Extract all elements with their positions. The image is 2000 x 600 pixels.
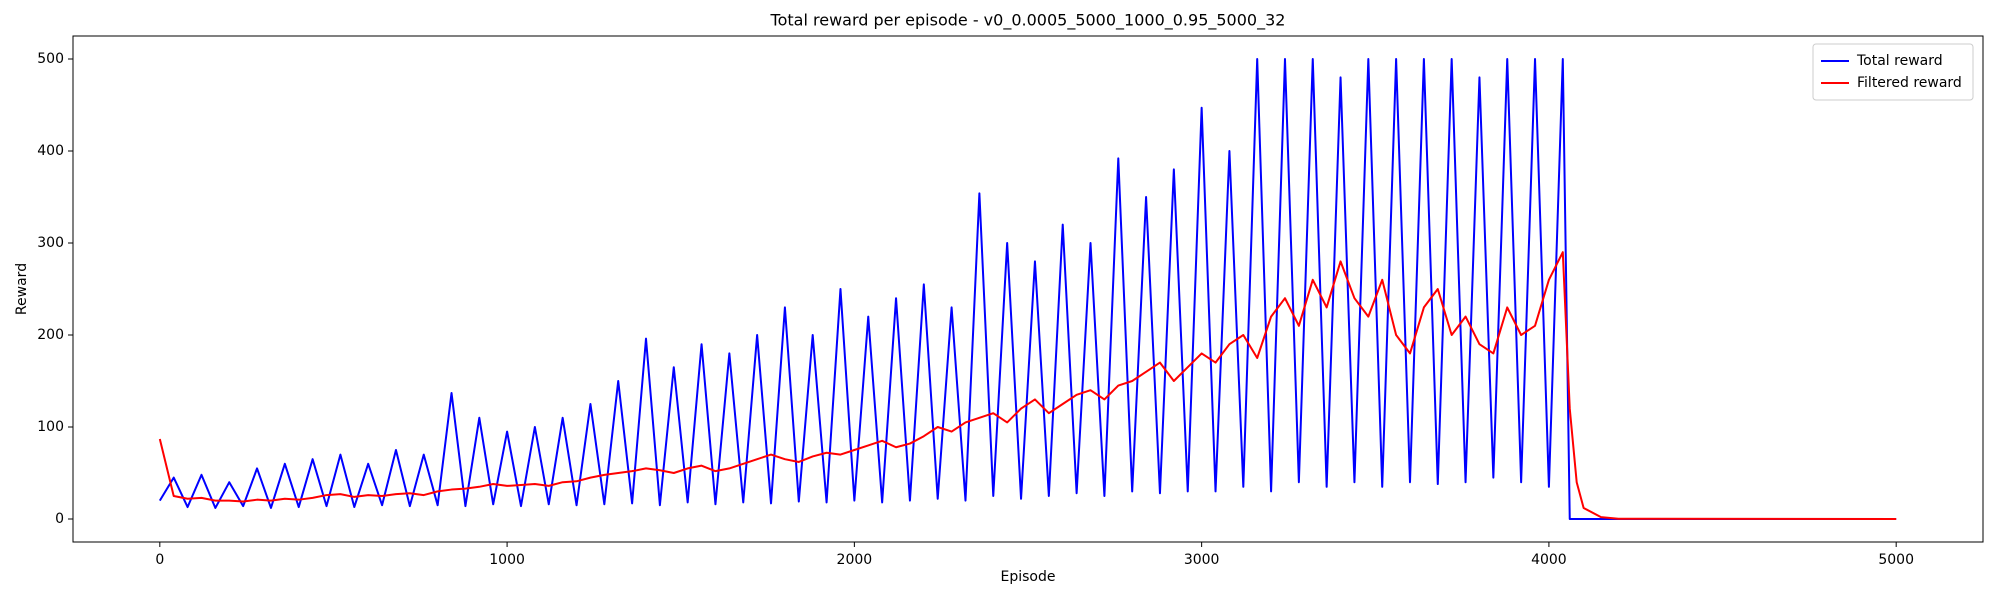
x-tick-label: 5000 bbox=[1878, 552, 1914, 568]
x-tick-label: 4000 bbox=[1531, 552, 1567, 568]
legend-box bbox=[1812, 43, 1974, 101]
series-line bbox=[158, 251, 1897, 520]
legend: Total reward Filtered reward bbox=[1812, 43, 1974, 101]
series-line bbox=[158, 58, 1897, 520]
legend-label: Filtered reward bbox=[1857, 75, 1962, 91]
legend-label: Total reward bbox=[1856, 53, 1943, 69]
y-tick-label: 100 bbox=[37, 419, 64, 435]
plot-frame bbox=[72, 35, 1984, 543]
y-tick-label: 400 bbox=[37, 143, 64, 159]
x-tick-label: 1000 bbox=[489, 552, 525, 568]
chart-title: Total reward per episode - v0_0.0005_500… bbox=[770, 11, 1286, 31]
y-axis-label: Reward bbox=[14, 263, 30, 315]
x-axis-label: Episode bbox=[1001, 569, 1056, 585]
y-tick-label: 0 bbox=[55, 511, 64, 527]
x-tick-label: 2000 bbox=[837, 552, 873, 568]
y-tick-label: 200 bbox=[37, 327, 64, 343]
y-tick-label: 500 bbox=[37, 51, 64, 67]
x-tick-label: 0 bbox=[155, 552, 164, 568]
x-tick-label: 3000 bbox=[1184, 552, 1220, 568]
y-tick-label: 300 bbox=[37, 235, 64, 251]
